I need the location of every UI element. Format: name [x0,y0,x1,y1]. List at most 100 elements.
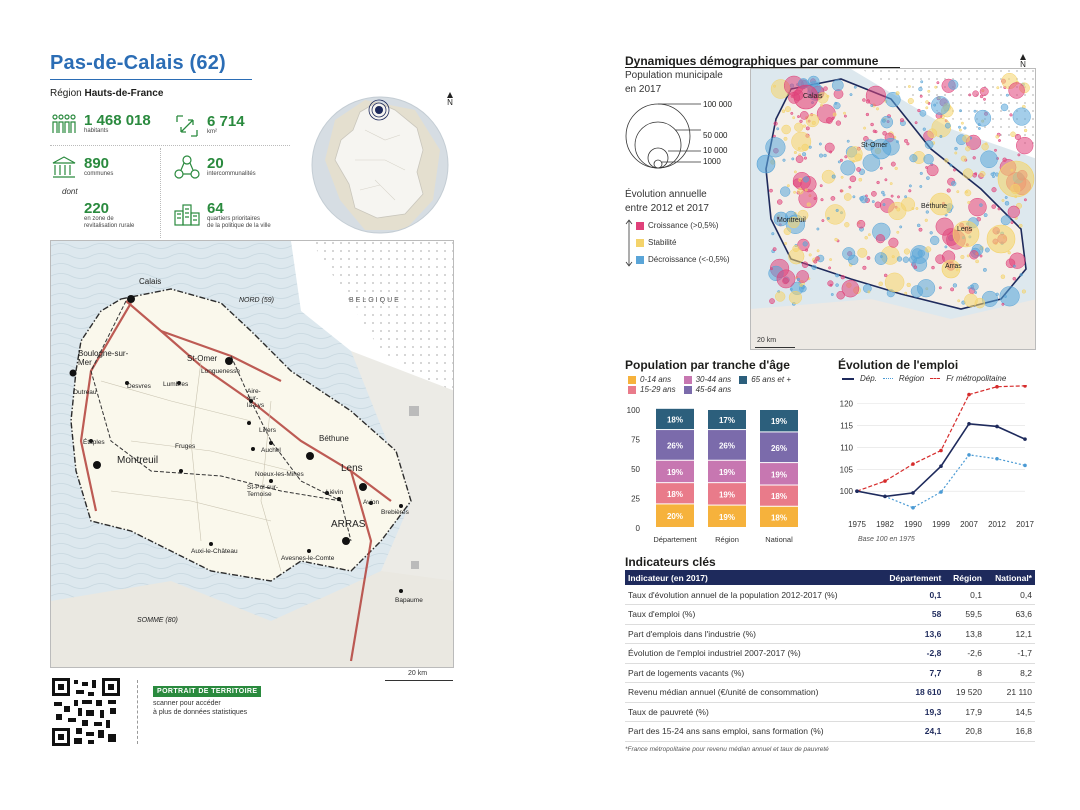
data-point [911,462,915,466]
qr-code[interactable] [52,678,120,746]
commune-bubble [967,200,971,205]
commune-bubble [1005,93,1009,97]
pop-size-4: 1000 [703,157,721,166]
commune-bubble [939,135,943,138]
label-desvres: Desvres [127,383,151,390]
intercos-value: 20 [207,155,224,172]
label-avesnes: Avesnes-le-Comte [281,555,335,562]
emploi-title: Évolution de l'emploi [838,358,959,372]
commune-bubble [927,89,931,93]
y-tick-label: 25 [631,495,640,504]
zrr-label-2: revitalisation rurale [84,223,135,229]
commune-bubble [983,97,986,101]
x-tick-label: 2017 [1016,520,1034,529]
area-unit: km² [207,129,217,135]
portrait-text-1: scanner pour accéder [153,700,221,707]
x-tick-label: 1975 [848,520,866,529]
bar-segment [760,506,798,527]
region-value: 20,8 [944,721,985,742]
portrait-badge: PORTRAIT DE TERRITOIRE [153,686,262,697]
commune-bubble [799,111,809,120]
commune-bubble [929,231,933,235]
commune-bubble [897,195,900,199]
rmap-label-calais: Calais [803,93,823,100]
commune-bubble [883,273,888,278]
commune-bubble [882,131,887,136]
evo-stable-label: Stabilité [648,238,677,247]
bar-data-label: 18% [667,490,683,499]
commune-bubble [784,106,791,113]
label-st-pol-1: St-Pol-sur- [247,484,279,491]
category-label: National [765,535,793,544]
portrait-text-2: à plus de données statistiques [153,709,248,716]
commune-bubble [913,265,918,269]
commune-bubble [874,130,878,134]
commune-bubble [825,204,846,225]
commune-bubble [924,140,934,149]
commune-bubble [980,150,998,169]
commune-bubble [919,94,923,98]
city-bubble [952,220,980,248]
evo-legend-growth: Croissance (>0,5%) [636,221,730,230]
commune-bubble [794,122,804,132]
x-tick-label: 2007 [960,520,978,529]
table-row: Part de logements vacants (%) 7,7 8 8,2 [625,663,1035,683]
commune-bubble [840,275,845,280]
data-point [1023,463,1027,468]
employment-line-chart: 100 105 110 115 120 1975 1982 1990 1999 2007 2012 2… [840,385,1034,529]
commune-bubble [797,188,804,195]
label-auchel: Auchel [261,447,281,454]
commune-bubble [773,121,778,126]
commune-bubble [844,155,848,159]
commune-bubble [788,216,800,229]
commune-bubble [879,255,883,259]
commune-bubble [1023,198,1027,202]
commune-bubble [867,233,871,237]
departement-value: 18 610 [876,682,945,703]
category-label: Département [653,535,697,544]
commune-bubble [1009,113,1013,117]
label-aire: Aire- sur- la-Lys [247,388,264,409]
commune-bubble [969,250,979,260]
label-aire-2: sur- [247,395,259,402]
commune-bubble [802,176,809,183]
age-legend-0-14-label: 0-14 ans [640,375,672,384]
commune-bubble [844,222,850,228]
zrr-value: 220 [84,200,110,217]
commune-bubble [765,137,786,158]
commune-bubble [1018,223,1023,228]
commune-bubble [979,254,983,258]
commune-bubble [924,218,928,222]
commune-bubble [791,157,795,161]
commune-bubble [896,230,900,234]
x-tick-label: 2012 [988,520,1006,529]
commune-bubble [875,107,880,111]
commune-bubble [909,154,918,163]
swatch-65 [739,375,748,384]
commune-bubble [820,198,824,202]
bar-data-label: 17% [719,416,735,425]
commune-bubble [801,261,809,268]
commune-bubble [972,156,976,160]
swatch-45-64 [683,385,692,394]
header-national: National* [984,570,1035,585]
region-value: 8 [944,663,985,683]
age-legend-15-29-label: 15-29 ans [640,385,676,394]
commune-bubble [804,188,808,192]
pop-size-legend: 100 000 50 000 10 000 1000 [625,100,745,172]
north-arrow: N [447,92,453,107]
evo-decline-label: Décroissance (<-0,5%) [648,255,730,264]
left-map-scale: 20 km [408,670,428,677]
y-tick-label: 105 [840,465,854,474]
commune-bubble [797,115,800,119]
x-tick-label: 1999 [932,520,950,529]
indicator-label: Part des 15-24 ans sans emploi, sans for… [625,721,877,742]
label-lens: Lens [341,463,363,474]
commune-bubble [882,203,886,207]
commune-bubble [959,109,962,113]
commune-bubble [903,248,910,255]
commune-bubble [797,209,809,221]
stats-divider-1 [50,145,290,146]
commune-bubble [944,158,949,163]
commune-bubble [908,184,912,188]
